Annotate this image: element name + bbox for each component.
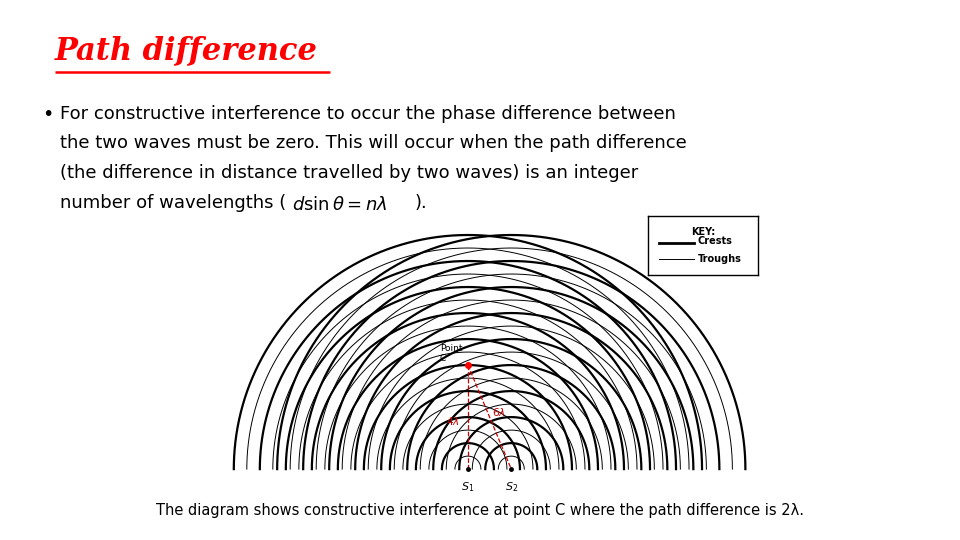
- Text: Troughs: Troughs: [698, 254, 741, 264]
- Text: number of wavelengths (: number of wavelengths (: [60, 193, 286, 212]
- Text: $d\sin\theta = n\lambda$: $d\sin\theta = n\lambda$: [292, 195, 388, 213]
- Text: the two waves must be zero. This will occur when the path difference: the two waves must be zero. This will oc…: [60, 134, 686, 152]
- Text: ).: ).: [415, 193, 428, 212]
- Text: (the difference in distance travelled by two waves) is an integer: (the difference in distance travelled by…: [60, 164, 638, 182]
- Text: KEY:: KEY:: [691, 227, 715, 237]
- Text: Crests: Crests: [698, 236, 732, 246]
- Text: $6\lambda$: $6\lambda$: [492, 406, 506, 418]
- Text: Point
C: Point C: [440, 343, 463, 363]
- Text: The diagram shows constructive interference at point C where the path difference: The diagram shows constructive interfere…: [156, 503, 804, 518]
- Text: For constructive interference to occur the phase difference between: For constructive interference to occur t…: [60, 105, 676, 123]
- Text: •: •: [42, 105, 54, 124]
- Text: $4\lambda$: $4\lambda$: [445, 415, 460, 428]
- Text: $S_1$: $S_1$: [461, 480, 474, 494]
- Text: Path difference: Path difference: [55, 35, 318, 66]
- Text: $S_2$: $S_2$: [505, 480, 517, 494]
